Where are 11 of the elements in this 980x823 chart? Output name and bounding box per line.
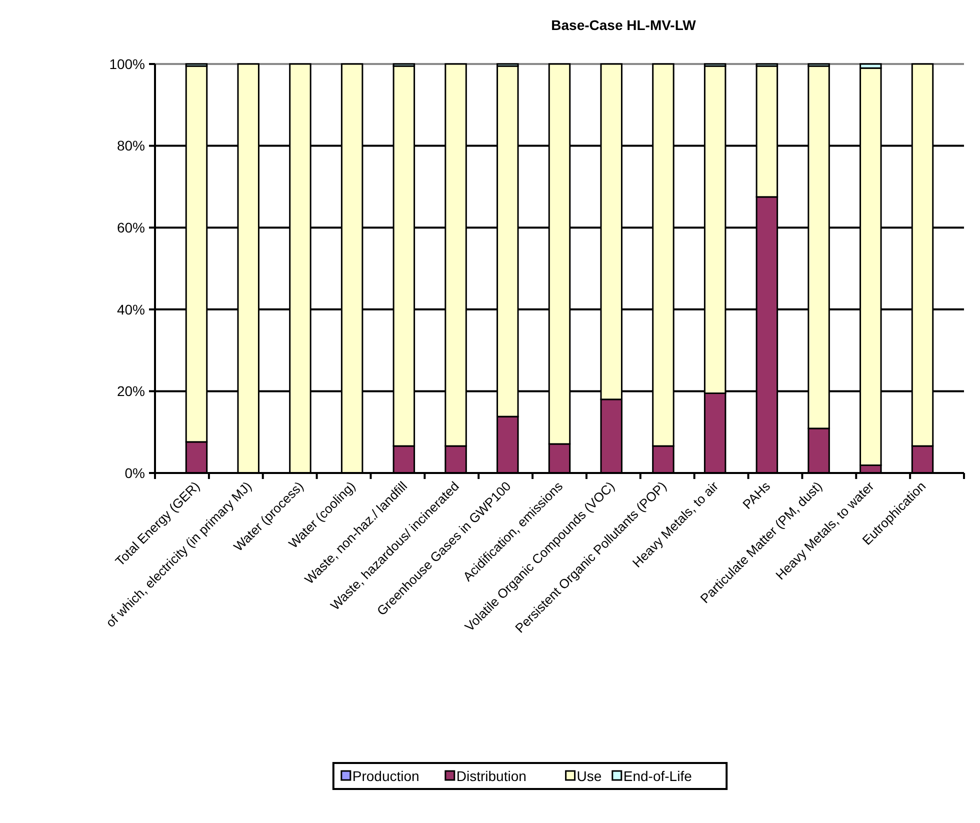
chart-title: Base-Case HL-MV-LW: [551, 17, 697, 33]
y-tick-label: 100%: [109, 56, 145, 72]
y-tick-label: 40%: [116, 301, 145, 318]
legend-label: End-of-Life: [623, 768, 692, 784]
y-tick-label: 20%: [116, 383, 145, 400]
y-tick-label: 0%: [124, 464, 145, 481]
y-tick-label: 80%: [116, 138, 145, 154]
legend-label: Distribution: [456, 768, 526, 784]
legend-label: Production: [352, 768, 420, 784]
y-tick-label: 60%: [116, 220, 145, 236]
legend-label: Use: [576, 768, 602, 784]
